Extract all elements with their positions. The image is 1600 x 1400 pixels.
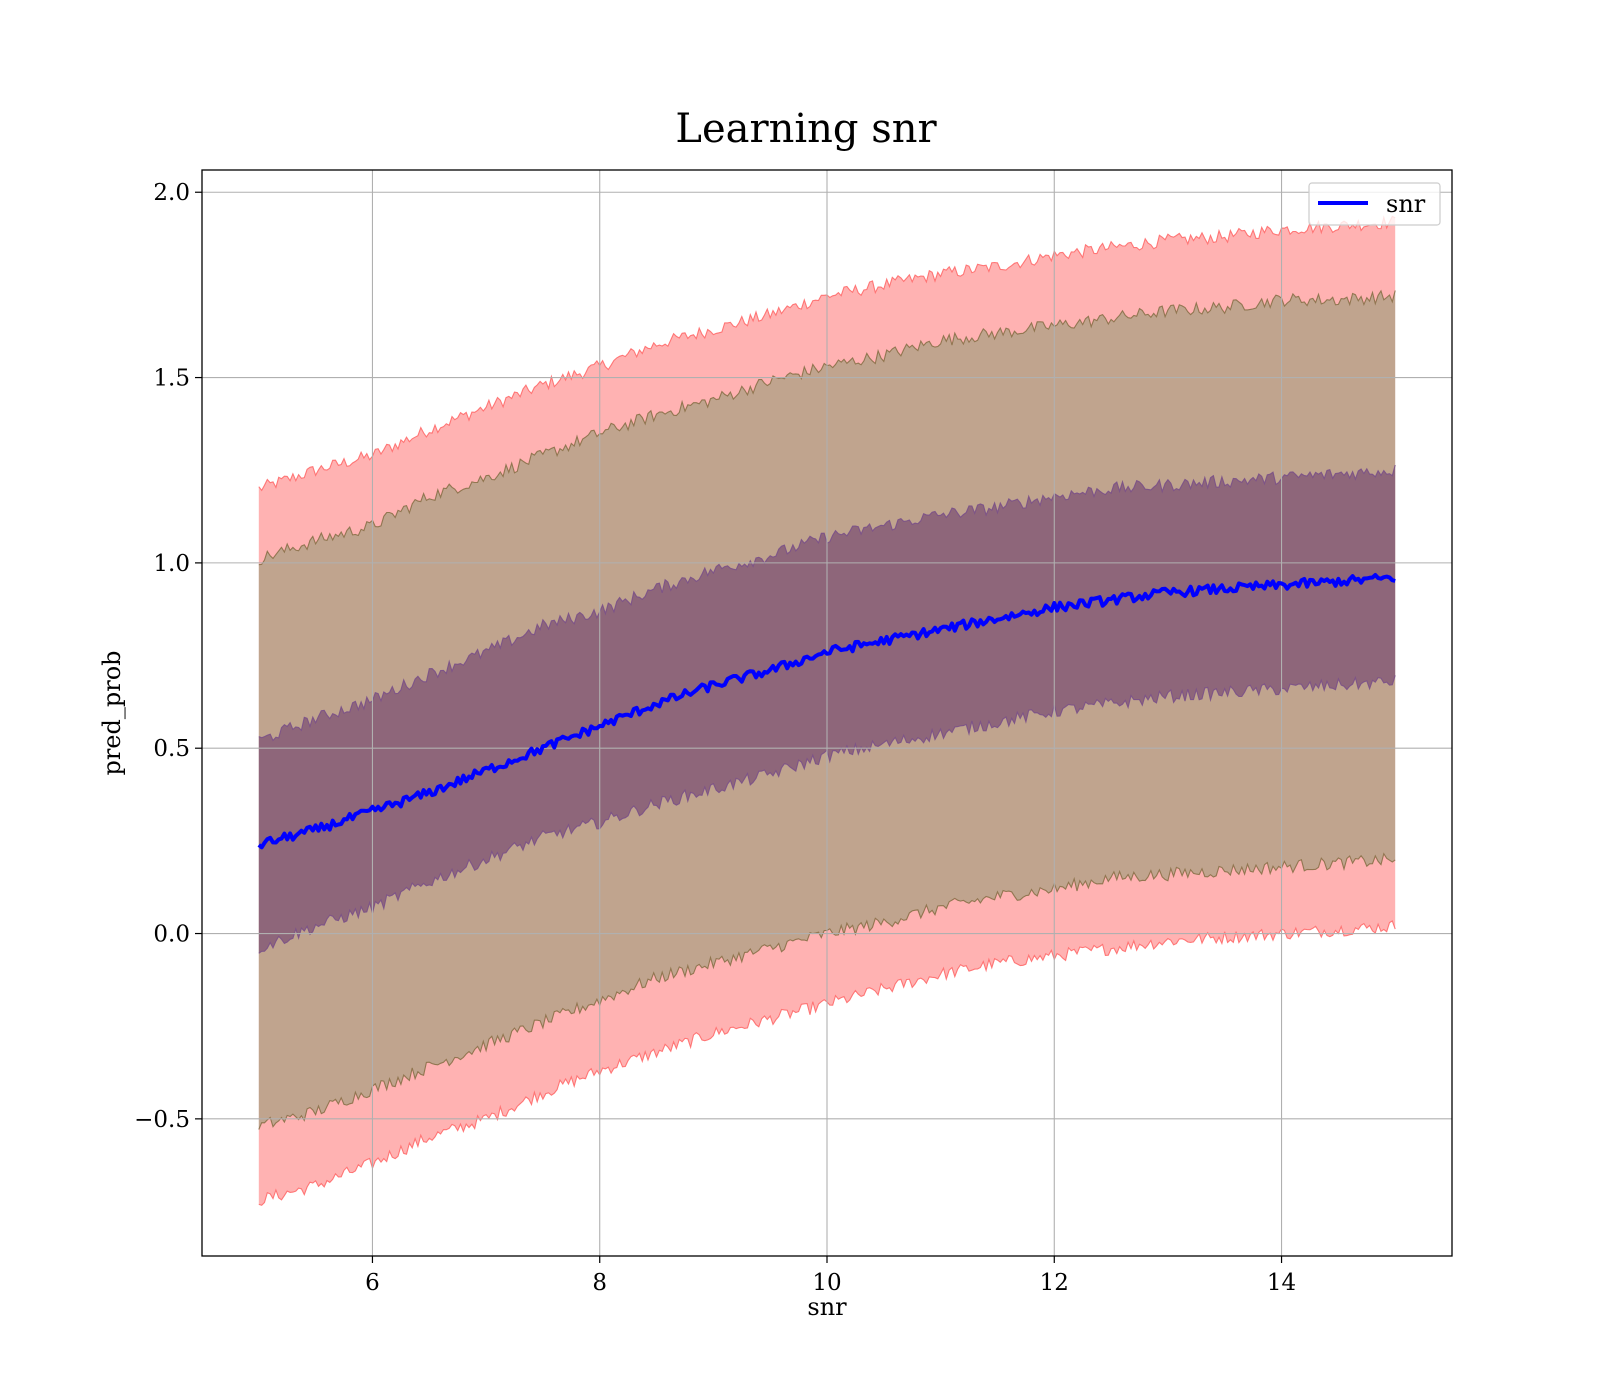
y-tick-label: 1.5	[153, 366, 190, 392]
y-tick-label: 0.0	[153, 922, 190, 948]
legend-box	[1308, 182, 1441, 226]
y-axis-label: pred_prob	[98, 650, 126, 775]
x-axis-ticks: 6 8 10 12 14	[365, 1256, 1296, 1296]
series-line-layer	[257, 573, 1396, 850]
plot-area	[201, 169, 1453, 1257]
x-axis-label: snr	[807, 1293, 847, 1321]
legend: snr	[1308, 182, 1441, 226]
y-tick-label: 0.5	[153, 736, 190, 762]
y-tick-label: 2.0	[153, 180, 190, 206]
x-tick-label: 8	[592, 1270, 607, 1296]
y-axis-ticks: −0.5 0.0 0.5 1.0 1.5 2.0	[134, 180, 202, 1133]
y-tick-label: 1.0	[153, 551, 190, 577]
x-tick-label: 12	[1040, 1270, 1069, 1296]
series-line-snr	[257, 573, 1396, 850]
chart-title: Learning snr	[675, 106, 937, 152]
y-tick-label: −0.5	[134, 1107, 190, 1133]
x-tick-label: 10	[812, 1270, 841, 1296]
x-tick-label: 14	[1267, 1270, 1296, 1296]
legend-label-snr: snr	[1386, 190, 1426, 218]
x-tick-label: 6	[365, 1270, 380, 1296]
grid-lines	[202, 170, 1452, 1256]
